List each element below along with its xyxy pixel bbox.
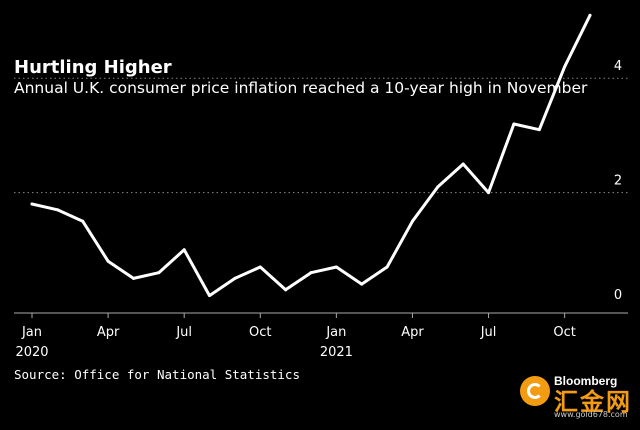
x-tick-label: Apr	[401, 325, 424, 340]
data-point	[334, 265, 338, 269]
x-tick-label: Jan	[21, 325, 42, 340]
x-tick-label: Jul	[480, 325, 497, 340]
chart-title: Hurtling Higher	[14, 57, 172, 78]
data-point	[461, 162, 465, 166]
data-point	[487, 191, 491, 195]
x-axis	[14, 312, 628, 318]
y-tick-label: 0	[614, 288, 622, 303]
data-point	[233, 276, 237, 280]
data-point	[182, 248, 186, 252]
gold678-logo-icon	[520, 376, 550, 406]
data-point	[157, 271, 161, 275]
data-point	[588, 13, 592, 17]
data-point	[360, 282, 364, 286]
data-point	[258, 265, 262, 269]
grid-lines	[14, 77, 628, 194]
x-year-label: 2021	[320, 345, 353, 360]
data-point	[309, 271, 313, 275]
watermark-url: www.gold678.com	[554, 410, 628, 419]
data-point	[385, 265, 389, 269]
cpi-inflation-line	[30, 13, 592, 298]
data-point	[131, 276, 135, 280]
data-point	[537, 128, 541, 132]
y-tick-label: 4	[614, 59, 622, 74]
data-point	[284, 288, 288, 292]
source-note: Source: Office for National Statistics	[14, 367, 300, 382]
data-point	[30, 202, 34, 206]
data-point	[81, 219, 85, 223]
data-point	[106, 259, 110, 263]
chart-subtitle: Annual U.K. consumer price inflation rea…	[14, 79, 588, 97]
x-year-label: 2020	[15, 345, 48, 360]
y-tick-label: 2	[614, 174, 622, 189]
data-point	[512, 122, 516, 126]
series-line	[30, 13, 592, 298]
x-tick-label: Jan	[325, 325, 346, 340]
data-point	[55, 208, 59, 212]
x-tick-label: Oct	[249, 325, 271, 340]
x-tick-label: Oct	[553, 325, 575, 340]
data-point	[436, 185, 440, 189]
watermark: Bloomberg 汇金网 www.gold678.com	[520, 374, 632, 419]
data-point	[208, 294, 212, 298]
x-tick-label: Apr	[97, 325, 120, 340]
watermark-brand: Bloomberg	[554, 374, 618, 388]
watermark-site-name: 汇金网	[554, 388, 632, 416]
data-point	[563, 65, 567, 69]
x-tick-label: Jul	[175, 325, 192, 340]
data-point	[410, 219, 414, 223]
